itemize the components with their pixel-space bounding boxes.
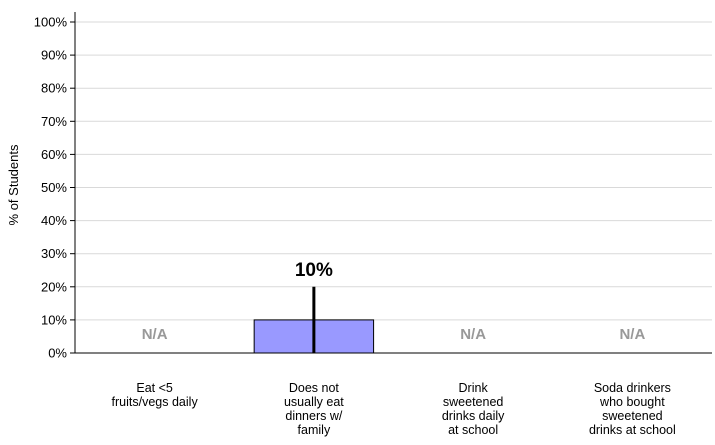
data-labels: N/A 10% N/A N/A [142,260,646,343]
y-tick-label: 100% [34,15,68,30]
y-axis-title: % of Students [6,144,21,225]
y-tick-label: 30% [41,246,67,261]
grid-lines [75,21,712,321]
y-tick-label: 20% [41,279,67,294]
y-tick-label: 40% [41,213,67,228]
category-label: Does not usually eat dinners w/family [284,381,344,437]
y-tick-label: 90% [41,48,67,63]
category-label: Eat <5 fruits/vegs daily [112,381,199,409]
y-tick-label: 60% [41,147,67,162]
na-label: N/A [142,326,168,343]
na-label: N/A [619,326,645,343]
y-tick-label: 80% [41,81,67,96]
data-label: 10% [295,260,333,281]
bars [253,286,375,354]
axes [74,12,712,354]
y-tick-label: 50% [41,180,67,195]
y-tick-labels: 0% 10% 20% 30% 40% 50% 60% 70% 80% 90% 100% [34,15,75,361]
category-labels: Eat <5 fruits/vegs daily Does not usually e… [112,381,676,437]
y-tick-label: 0% [48,346,67,361]
y-tick-label: 10% [41,312,67,327]
category-label: Drink sweetened drinks daily at school [442,381,505,437]
category-label: Soda drinkers who bought sweetened drinks a… [589,381,676,437]
na-label: N/A [460,326,486,343]
y-tick-label: 70% [41,114,67,129]
